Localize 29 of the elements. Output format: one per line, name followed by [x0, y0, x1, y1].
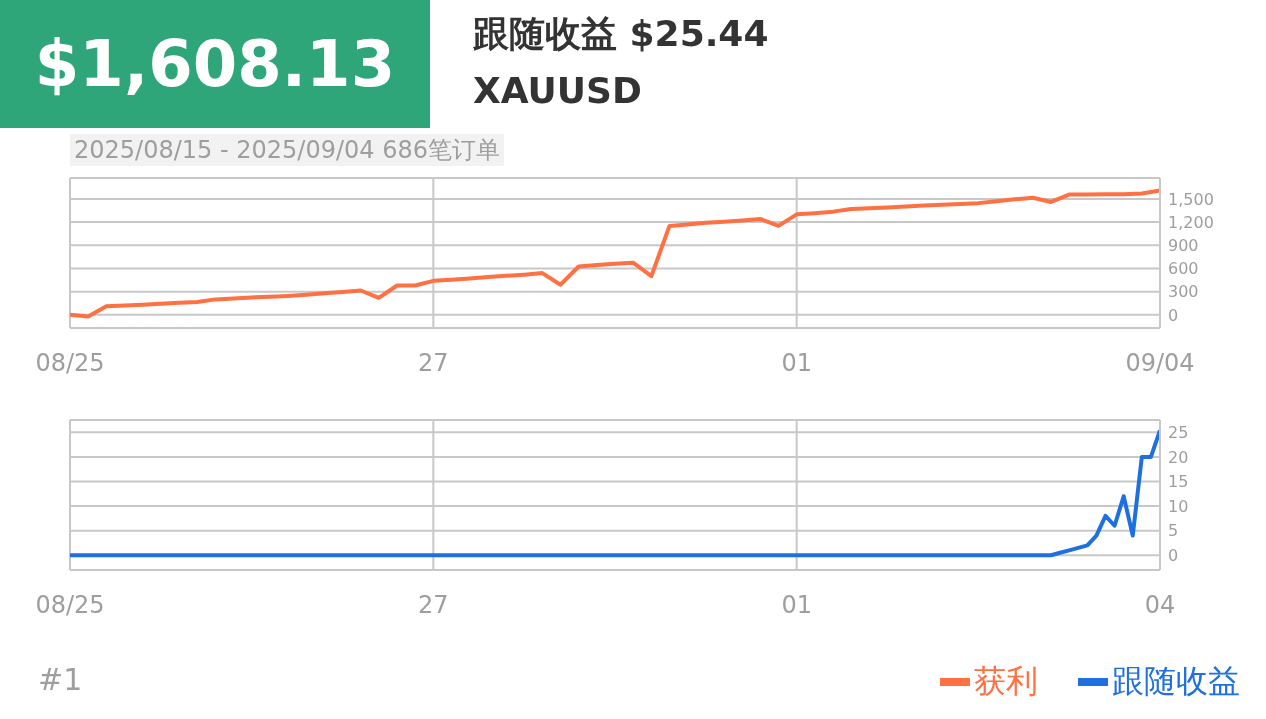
- y-tick-label: 1,500: [1168, 189, 1214, 209]
- line-series: [70, 188, 1160, 319]
- y-tick-label: 25: [1168, 422, 1189, 442]
- y-tick-label: 5: [1168, 521, 1179, 541]
- y-tick-label: 1,200: [1168, 212, 1214, 232]
- text: #1: [38, 662, 83, 697]
- y-tick-label: 600: [1168, 259, 1199, 279]
- x-tick-label: 01: [781, 349, 812, 378]
- x-tick-label: 04: [1144, 591, 1176, 620]
- x-tick-label: 27: [418, 349, 449, 378]
- x-tick-label: 08/25: [35, 349, 105, 378]
- y-tick-label: 10: [1168, 496, 1189, 516]
- line-series: [70, 428, 1160, 558]
- x-tick-label: 27: [418, 591, 449, 620]
- legend-label: 跟随收益: [1112, 661, 1240, 702]
- legend-label: 获利: [974, 661, 1038, 702]
- text: XAUUSD: [473, 70, 642, 111]
- x-tick-label: 08/25: [35, 591, 105, 620]
- chart-subtitle: 跟随收益 $25.44: [473, 12, 769, 56]
- x-tick-label: 01: [781, 591, 812, 620]
- y-tick-label: 300: [1168, 282, 1199, 302]
- x-tick-label: 09/04: [1125, 349, 1195, 378]
- y-tick-label: 15: [1168, 472, 1189, 492]
- y-tick-label: 0: [1168, 305, 1179, 325]
- y-tick-label: 0: [1168, 545, 1179, 565]
- text: 2025/08/15 - 2025/09/04 686笔订单: [70, 134, 505, 166]
- chart-title: $1,608.13: [34, 27, 396, 101]
- y-tick-label: 20: [1168, 447, 1189, 467]
- y-tick-label: 900: [1168, 235, 1199, 255]
